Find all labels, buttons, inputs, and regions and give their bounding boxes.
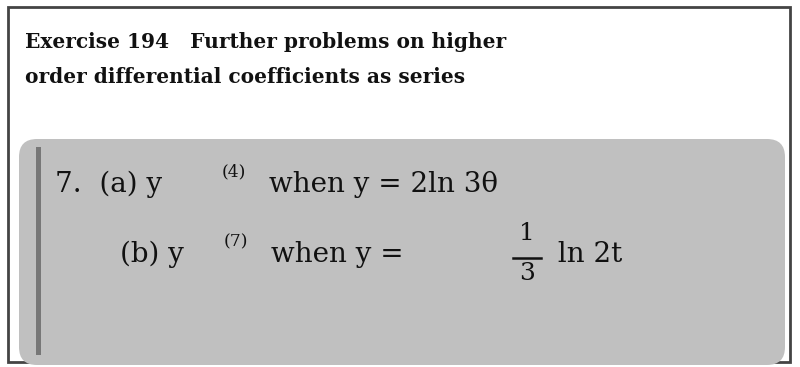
- FancyBboxPatch shape: [8, 7, 790, 362]
- Text: when y = 2ln 3θ: when y = 2ln 3θ: [260, 171, 498, 198]
- Text: (4): (4): [222, 163, 246, 180]
- FancyBboxPatch shape: [36, 147, 41, 355]
- Text: order differential coefficients as series: order differential coefficients as serie…: [25, 67, 465, 87]
- Text: Exercise 194   Further problems on higher: Exercise 194 Further problems on higher: [25, 32, 506, 52]
- Text: ln 2t: ln 2t: [549, 241, 622, 268]
- Text: 1: 1: [519, 222, 535, 245]
- Text: 7.  (a) y: 7. (a) y: [55, 171, 162, 198]
- Text: 3: 3: [519, 262, 535, 285]
- FancyBboxPatch shape: [19, 139, 785, 365]
- Text: (7): (7): [224, 233, 249, 250]
- Text: when y =: when y =: [262, 241, 413, 268]
- Text: (b) y: (b) y: [120, 241, 184, 268]
